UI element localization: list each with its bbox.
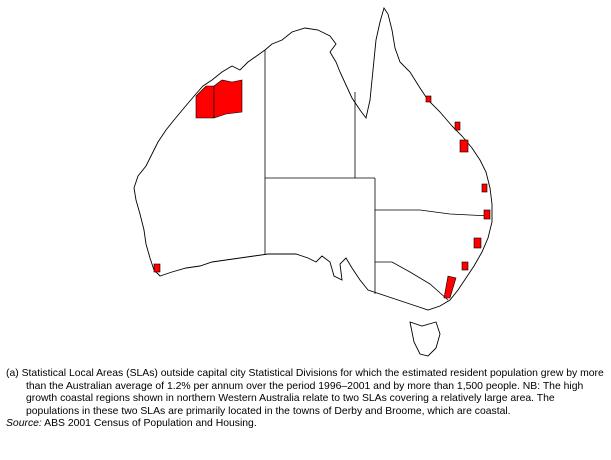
source-text: ABS 2001 Census of Population and Housin… — [44, 418, 257, 429]
mainland-outline — [133, 6, 493, 311]
region-nsw-south — [443, 275, 457, 299]
region-nsw-mid — [461, 261, 469, 271]
region-cairns — [425, 95, 432, 103]
region-qld-coast — [459, 139, 469, 153]
high-growth-regions — [153, 79, 491, 299]
region-gold-coast — [483, 209, 491, 220]
source-line: Source: ABS 2001 Census of Population an… — [6, 418, 257, 429]
source-label: Source: — [6, 418, 42, 429]
qld-nsw-border — [375, 209, 491, 217]
footnote-text: Statistical Local Areas (SLAs) outside c… — [21, 368, 604, 417]
tasmania-outline — [409, 321, 441, 357]
region-nsw-north — [473, 237, 482, 249]
region-derby — [213, 79, 243, 119]
state-borders — [264, 50, 491, 301]
region-wa-southwest — [153, 263, 161, 273]
nsw-vic-border — [375, 261, 449, 301]
footnote: (a) Statistical Local Areas (SLAs) outsi… — [6, 368, 606, 418]
australia-map — [133, 6, 493, 357]
region-hervey-bay — [481, 183, 488, 193]
region-mackay — [454, 121, 461, 131]
footnote-marker: (a) — [6, 368, 19, 379]
